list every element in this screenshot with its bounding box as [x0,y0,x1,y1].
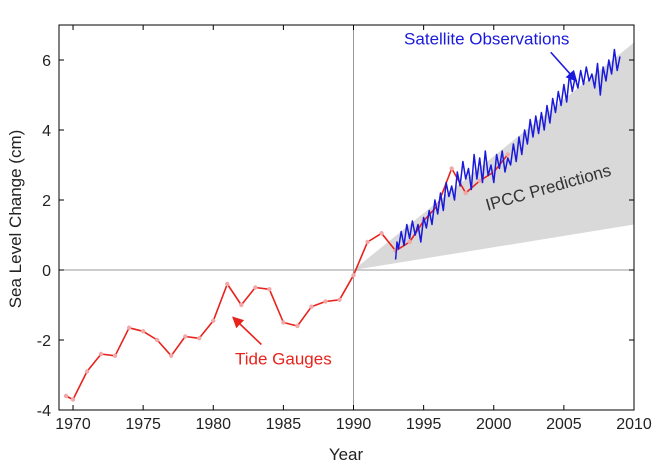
x-axis-title: Year [329,445,364,464]
tide-gauges-point [63,393,69,399]
tide-gauges-point [379,231,384,236]
tide-gauges-point [323,299,328,304]
tide-gauges-point [253,285,258,290]
tide-gauges-label: Tide Gauges [235,350,332,369]
x-tick-label: 1975 [125,416,161,433]
y-tick-label: -4 [37,403,51,420]
tide-gauges-arrow [232,316,262,346]
tide-gauges-point [197,336,202,341]
reference-lines [59,25,634,410]
satellite-observations-label: Satellite Observations [404,29,569,48]
x-tick-label: 1990 [336,416,372,433]
x-tick-label: 1970 [55,416,91,433]
x-tick-label: 2000 [476,416,512,433]
y-tick-label: 2 [42,193,51,210]
tide-gauges-point [225,281,230,287]
tide-gauges-point [211,318,216,323]
y-tick-label: 0 [42,263,51,280]
tide-gauges-point [281,320,286,325]
tide-gauges-point [70,397,76,402]
tide-gauges-point [98,351,104,357]
satellite-observations-line [394,48,621,260]
tick-layer: 1970 1975 1980 1985 1990 1995 2000 2005 2010 -4 -2… [37,25,652,433]
x-tick-label: 1995 [406,416,442,433]
tide-gauges-point [112,353,118,358]
tide-gauges-point [84,369,90,374]
tide-gauges-point [351,273,356,278]
y-tick-label: -2 [37,333,51,350]
plot-frame [58,24,635,411]
x-tick-label: 2010 [616,416,652,433]
tide-gauges-point [140,329,146,334]
tide-gauges-point [365,239,370,245]
x-tick-label: 1985 [266,416,302,433]
tide-gauges-point [126,325,132,330]
tide-gauges-point [168,353,174,358]
series-layer [63,48,621,402]
x-tick-label: 2005 [546,416,582,433]
tide-gauges-point [309,304,314,309]
y-tick-label: 6 [42,53,51,70]
satellite-observations-arrow [550,51,578,82]
y-tick-label: 4 [42,123,51,140]
tide-gauges-point [267,287,272,292]
tide-gauges-point [295,323,300,329]
tide-gauges-point [477,178,482,183]
tide-gauges-point [337,297,342,302]
tide-gauges-point [463,190,468,196]
tide-gauges-point [154,337,160,343]
x-tick-label: 1980 [195,416,231,433]
tide-gauges-point [239,302,244,308]
tide-gauges-point [183,334,188,339]
tide-gauges-point [505,152,510,157]
tide-gauges-point [449,166,454,171]
ipcc-band-layer [353,42,634,270]
y-axis-title: Sea Level Change (cm) [6,130,25,309]
ipcc-prediction-band [353,42,634,270]
tide-gauges-point [407,239,412,245]
